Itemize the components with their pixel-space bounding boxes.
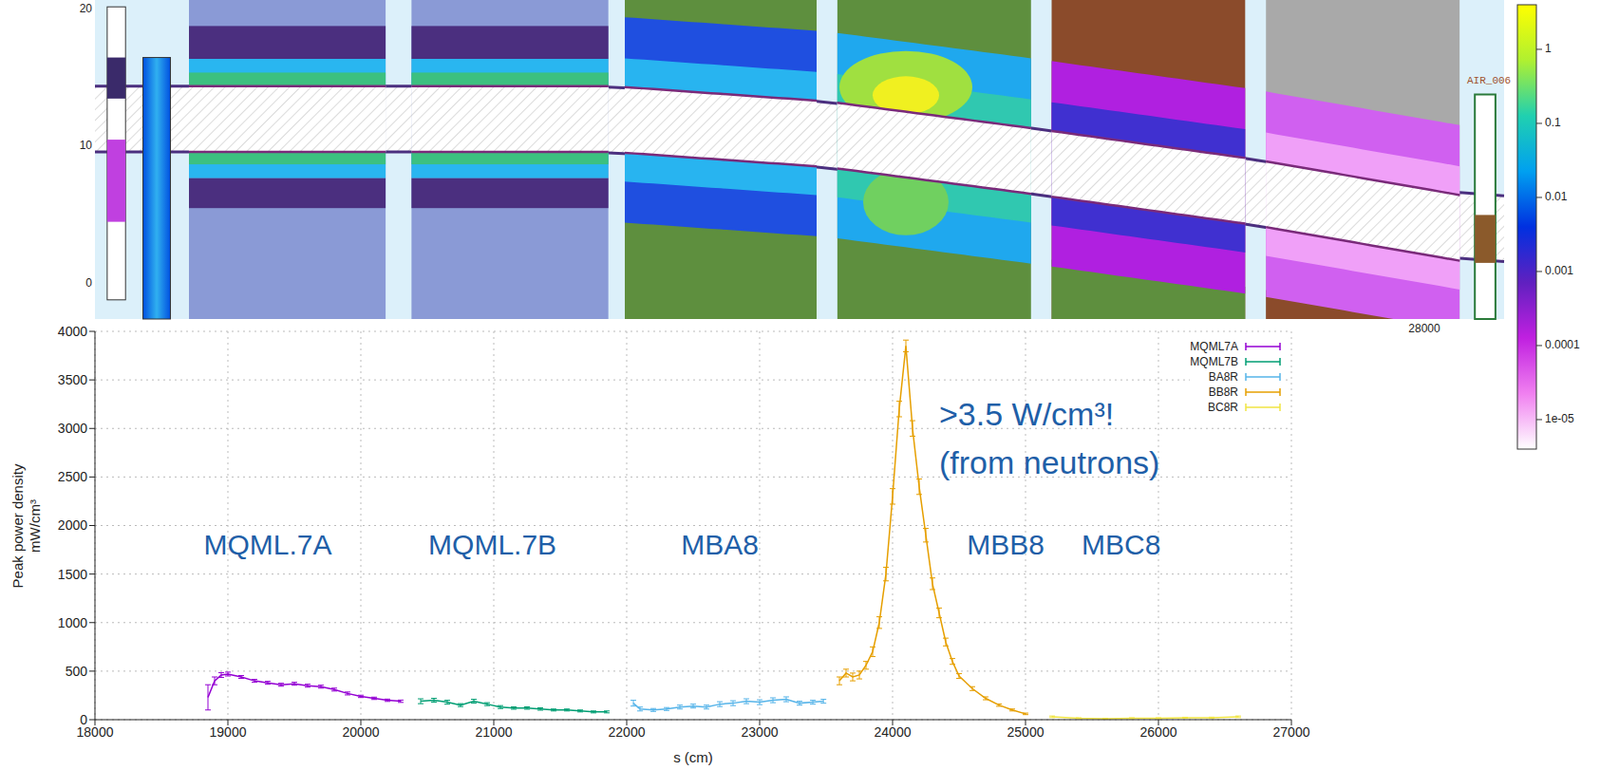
- html-text:MQML.7B: MQML.7B: [428, 528, 557, 561]
- svg-text:1e-05: 1e-05: [1544, 412, 1575, 426]
- svg-text:1500: 1500: [57, 566, 88, 583]
- svg-text:0: 0: [85, 276, 93, 290]
- html-text:BA8R: BA8R: [1208, 370, 1239, 384]
- svg-text:3000: 3000: [57, 420, 88, 436]
- svg-text:0: 0: [79, 712, 88, 728]
- svg-text:20: 20: [79, 1, 94, 16]
- svg-text:s (cm): s (cm): [673, 749, 714, 766]
- svg-text:22000: 22000: [608, 724, 646, 740]
- svg-text:18000: 18000: [76, 724, 114, 740]
- html-text:>3.5 W/cm³!: >3.5 W/cm³!: [939, 395, 1115, 432]
- svg-text:3500: 3500: [57, 372, 88, 388]
- html-text:(from neutrons): (from neutrons): [939, 443, 1160, 480]
- svg-text:28000: 28000: [1408, 321, 1441, 336]
- svg-text:0.0001: 0.0001: [1544, 338, 1581, 352]
- svg-text:1: 1: [1544, 41, 1552, 56]
- svg-text:26000: 26000: [1140, 724, 1178, 740]
- svg-text:0.1: 0.1: [1544, 115, 1562, 130]
- svg-text:0.001: 0.001: [1544, 263, 1574, 278]
- svg-text:10: 10: [79, 138, 94, 152]
- html-text:MQML7A: MQML7A: [1190, 339, 1239, 354]
- svg-text:0.01: 0.01: [1544, 189, 1568, 204]
- svg-text:2500: 2500: [57, 469, 88, 485]
- html-text:BC8R: BC8R: [1207, 400, 1239, 415]
- svg-text:AIR_006: AIR_006: [1467, 75, 1511, 87]
- html-text:MQML7B: MQML7B: [1190, 355, 1239, 369]
- svg-text:23000: 23000: [741, 724, 779, 740]
- html-text:MQML.7A: MQML.7A: [203, 528, 332, 561]
- svg-text:4000: 4000: [57, 323, 88, 339]
- svg-text:2000: 2000: [57, 517, 88, 533]
- svg-text:21000: 21000: [475, 724, 513, 740]
- svg-text:20000: 20000: [342, 724, 380, 740]
- svg-text:500: 500: [65, 663, 89, 679]
- html-text:BB8R: BB8R: [1208, 385, 1239, 399]
- svg-text:19000: 19000: [209, 724, 247, 740]
- svg-text:25000: 25000: [1007, 724, 1045, 740]
- html-text:MBB8: MBB8: [966, 528, 1045, 561]
- svg-text:27000: 27000: [1273, 724, 1311, 740]
- html-text:mW/cm³: mW/cm³: [26, 499, 43, 553]
- html-text:MBA8: MBA8: [680, 528, 759, 561]
- svg-text:24000: 24000: [874, 724, 912, 740]
- html-text:Peak power density: Peak power density: [9, 463, 26, 588]
- html-text:MBC8: MBC8: [1081, 528, 1161, 561]
- svg-text:1000: 1000: [57, 615, 88, 631]
